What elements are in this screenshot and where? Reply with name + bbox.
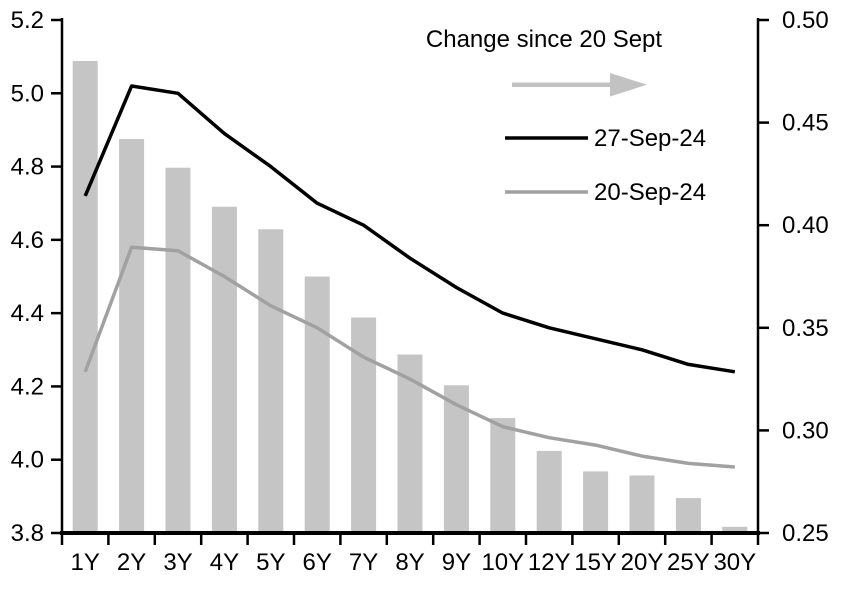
x-tick-label: 9Y	[442, 549, 471, 576]
x-tick-label: 10Y	[481, 549, 524, 576]
bar-30Y	[722, 526, 748, 533]
x-tick-label: 3Y	[163, 549, 192, 576]
x-tick-label: 8Y	[395, 549, 424, 576]
legend-label-27-sep: 27-Sep-24	[594, 125, 706, 152]
right-tick-label: 0.35	[782, 315, 829, 342]
bar-12Y	[536, 450, 562, 533]
legend: Change since 20 Sept 27-Sep-24 20-Sep-24	[426, 26, 706, 206]
x-tick-label: 30Y	[713, 549, 756, 576]
right-tick-label: 0.40	[782, 212, 829, 239]
bar-10Y	[490, 418, 516, 533]
left-tick-label: 4.0	[11, 447, 44, 474]
legend-entry-20-sep: 20-Sep-24	[505, 179, 706, 206]
left-tick-label: 3.8	[11, 520, 44, 547]
x-tick-label: 12Y	[528, 549, 571, 576]
bar-4Y	[211, 206, 237, 533]
x-tick-label: 4Y	[210, 549, 239, 576]
bar-2Y	[119, 139, 145, 533]
x-tick-label: 15Y	[574, 549, 617, 576]
right-tick-label: 0.25	[782, 520, 829, 547]
change-arrow-icon	[512, 73, 647, 97]
bar-6Y	[304, 276, 330, 533]
left-tick-label: 4.8	[11, 154, 44, 181]
legend-entry-27-sep: 27-Sep-24	[505, 125, 706, 152]
bar-5Y	[258, 229, 284, 534]
legend-title: Change since 20 Sept	[426, 26, 663, 53]
x-tick-label: 5Y	[256, 549, 285, 576]
left-tick-label: 5.0	[11, 80, 44, 107]
left-tick-label: 4.4	[11, 300, 44, 327]
series-line-20-Sep-24	[83, 245, 735, 469]
legend-label-20-sep: 20-Sep-24	[594, 179, 706, 206]
bar-3Y	[165, 167, 191, 533]
x-tick-label: 1Y	[71, 549, 100, 576]
x-tick-label: 2Y	[117, 549, 146, 576]
x-tick-label: 6Y	[303, 549, 332, 576]
x-tick-label: 25Y	[667, 549, 710, 576]
left-tick-label: 5.2	[11, 7, 44, 34]
x-tick-label: 7Y	[349, 549, 378, 576]
bar-15Y	[583, 471, 609, 533]
bar-20Y	[629, 475, 655, 533]
bar-25Y	[675, 498, 701, 533]
bar-1Y	[72, 61, 98, 533]
right-tick-label: 0.45	[782, 110, 829, 137]
left-tick-label: 4.6	[11, 227, 44, 254]
plot-area: 3.8 4.0 4.2 4.4 4.6 4.8 5.0 5.2 0.25 0.30 0.35 0.40…	[11, 7, 829, 576]
right-tick-label: 0.30	[782, 417, 829, 444]
x-tick-label: 20Y	[621, 549, 664, 576]
series-line-27-Sep-24	[83, 84, 736, 374]
right-tick-label: 0.50	[782, 7, 829, 34]
bar-8Y	[397, 354, 423, 533]
left-tick-label: 4.2	[11, 373, 44, 400]
